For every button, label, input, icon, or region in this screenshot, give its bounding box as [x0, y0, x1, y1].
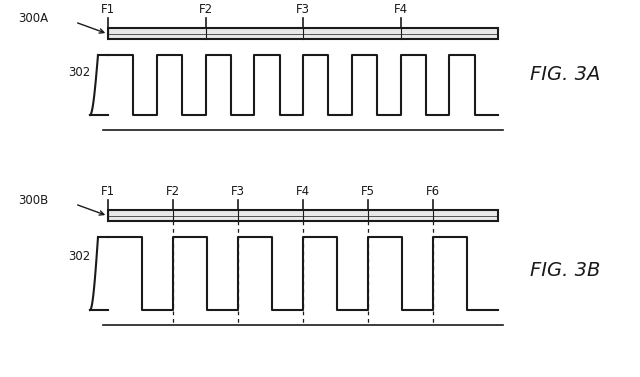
Text: F6: F6: [426, 185, 440, 198]
Text: F4: F4: [394, 3, 408, 16]
Text: F2: F2: [198, 3, 212, 16]
Text: 302: 302: [68, 66, 90, 78]
Text: F3: F3: [296, 3, 310, 16]
Text: F1: F1: [101, 3, 115, 16]
Text: 300A: 300A: [18, 12, 48, 25]
Bar: [108, 210, 498, 221]
Text: 300B: 300B: [18, 193, 48, 207]
Text: F5: F5: [361, 185, 375, 198]
Text: F4: F4: [296, 185, 310, 198]
Bar: [108, 28, 498, 39]
Text: F2: F2: [166, 185, 180, 198]
Text: F1: F1: [101, 185, 115, 198]
Text: F3: F3: [231, 185, 245, 198]
Text: FIG. 3B: FIG. 3B: [530, 261, 600, 279]
Text: FIG. 3A: FIG. 3A: [530, 66, 600, 84]
Text: 302: 302: [68, 250, 90, 262]
